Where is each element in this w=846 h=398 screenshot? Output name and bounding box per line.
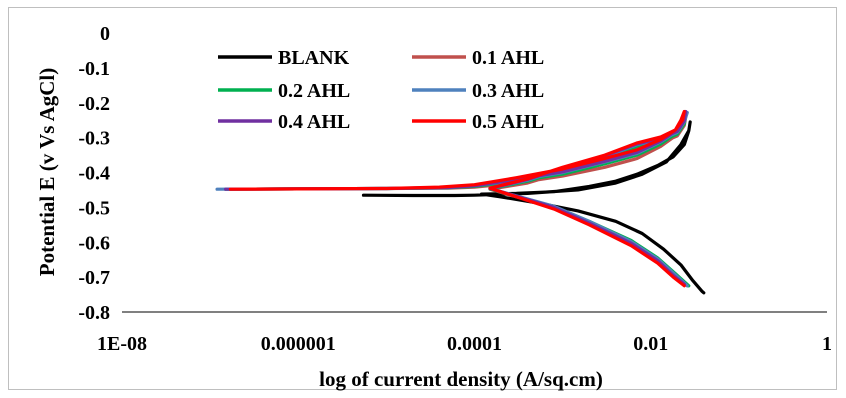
y-tick-label: -0.6 — [78, 232, 110, 254]
legend-label-0-3-ahl: 0.3 AHL — [472, 80, 544, 102]
y-tick-label: -0.7 — [78, 267, 110, 289]
y-tick-label: -0.2 — [78, 93, 110, 115]
y-axis-title: Potential E (v Vs AgCl) — [35, 68, 59, 276]
x-tick-label: 1E-08 — [97, 333, 147, 355]
x-axis-title: log of current density (A/sq.cm) — [319, 367, 603, 391]
x-tick-label: 0.01 — [633, 333, 668, 355]
legend-label-0-5-ahl: 0.5 AHL — [472, 111, 544, 133]
x-tick-label: 0.000001 — [261, 333, 336, 355]
series-line-0-3-ahl — [215, 110, 689, 288]
axes: 1E-08 0.000001 0.0001 0.01 1 0 -0.1 -0.2 -0.3 -0.… — [78, 23, 832, 355]
y-tick-label: -0.4 — [78, 163, 110, 185]
y-tick-label: -0.3 — [78, 128, 110, 150]
y-tick-label: -0.5 — [78, 197, 110, 219]
legend-label-0-4-ahl: 0.4 AHL — [278, 111, 350, 133]
series-line-0-5-ahl — [228, 109, 686, 288]
y-tick-label: -0.8 — [78, 302, 110, 324]
series-line-0-2-ahl — [224, 113, 691, 288]
legend-label-0-2-ahl: 0.2 AHL — [278, 80, 350, 102]
y-tick-label: -0.1 — [78, 58, 110, 80]
legend: BLANK 0.1 AHL 0.2 AHL 0.3 AHL 0.4 AHL 0.5 AHL — [218, 47, 544, 133]
series-lines — [215, 109, 706, 295]
legend-label-0-1-ahl: 0.1 AHL — [472, 47, 544, 69]
x-tick-label: 0.0001 — [447, 333, 502, 355]
x-tick-label: 1 — [822, 333, 832, 355]
series-line-0-1-ahl — [224, 115, 689, 288]
chart-frame — [8, 7, 837, 390]
legend-label-blank: BLANK — [278, 47, 350, 69]
y-tick-label: 0 — [100, 23, 110, 45]
series-line-blank — [361, 120, 706, 295]
series-line-0-4-ahl — [224, 109, 688, 286]
